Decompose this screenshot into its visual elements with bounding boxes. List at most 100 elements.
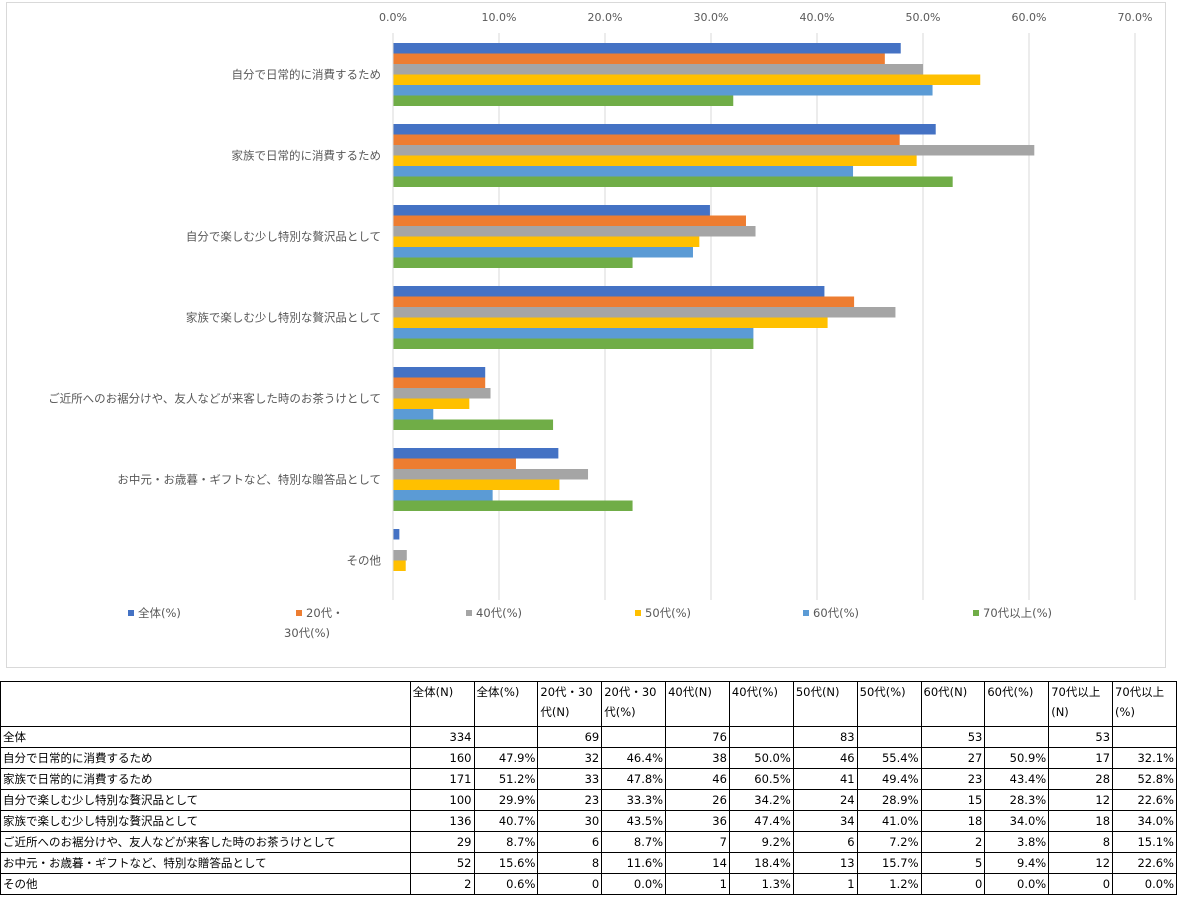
table-cell: 7 [665,831,730,853]
table-cell: 47.9% [473,747,539,769]
legend-marker [128,610,134,616]
table-row: 自分で日常的に消費するため 160 47.9% 32 46.4% 38 50.0% 46 55.… [0,747,1177,769]
table-cell: 29 [409,831,475,853]
table-cell: 0 [537,873,603,895]
column-header [0,681,411,727]
table-cell: 28.3% [984,789,1050,811]
legend-marker [466,610,472,616]
table-cell: 34.0% [1112,810,1177,832]
bar [393,134,900,145]
table-cell: 26 [665,789,730,811]
table-cell: 43.5% [601,810,667,832]
table-cell: 53 [1048,726,1114,748]
table-cell: 60.5% [728,768,794,790]
bar [393,124,936,135]
table-cell: 1.2% [856,873,922,895]
bar [393,560,406,571]
bar [393,247,693,258]
row-label: 家族で日常的に消費するため [0,768,411,790]
table-cell: 15.6% [473,852,539,874]
row-label: 全体 [0,726,411,748]
table-cell: 5 [920,852,986,874]
row-label: 自分で日常的に消費するため [0,747,411,769]
table-cell: 171 [409,768,475,790]
bar [393,236,700,247]
table-cell: 2 [409,873,475,895]
table-cell: 12 [1048,789,1114,811]
table-cell: 100 [409,789,475,811]
table-cell: 23 [537,789,603,811]
table-cell: 38 [665,747,730,769]
table-cell: 41 [792,768,858,790]
legend-label: 30代(%) [284,626,330,640]
table-cell: 83 [792,726,858,748]
table-cell [601,726,667,748]
table-cell: 52.8% [1112,768,1177,790]
bar [393,419,554,430]
table-cell: 46 [665,768,730,790]
column-header: 60代(N) [920,681,986,727]
bar [393,398,470,409]
bar [393,529,400,540]
bar [393,257,633,268]
row-label: お中元・お歳暮・ギフトなど、特別な贈答品として [0,852,411,874]
category-label: ご近所へのお裾分けや、友人などが来客した時のお茶うけとして [48,392,381,406]
bar [393,328,754,339]
x-tick-label: 70.0% [1118,11,1153,24]
legend-label: 60代(%) [813,606,859,620]
table-cell: 18 [920,810,986,832]
bar [393,377,486,388]
table-cell: 1.3% [728,873,794,895]
table-cell: 15.1% [1112,831,1177,853]
bar [393,296,855,307]
bar [393,176,953,187]
table-cell: 49.4% [856,768,922,790]
table-cell: 334 [409,726,475,748]
table-cell: 69 [537,726,603,748]
bar [393,85,933,96]
bar-chart: 0.0% 10.0% 20.0% 30.0% 40.0% 50.0% 60.0% 70.0% 自… [48,11,1153,640]
table-cell: 2 [920,831,986,853]
bar [393,490,493,501]
legend-marker [973,610,979,616]
table-cell: 34.2% [728,789,794,811]
bar [393,317,828,328]
row-label: その他 [0,873,411,895]
table-cell: 43.4% [984,768,1050,790]
legend-label: 50代(%) [645,606,691,620]
table-cell: 8.7% [473,831,539,853]
table-cell: 33.3% [601,789,667,811]
table-cell: 160 [409,747,475,769]
table-cell: 17 [1048,747,1114,769]
x-tick-label: 20.0% [588,11,623,24]
table-cell: 51.2% [473,768,539,790]
table-row: 自分で楽しむ少し特別な贅沢品として 100 29.9% 23 33.3% 26 34.2% 2… [0,789,1177,811]
table-cell: 47.4% [728,810,794,832]
table-cell: 0.6% [473,873,539,895]
table-cell: 13 [792,852,858,874]
column-header: 20代・30代(N) [537,681,603,727]
table-cell: 40.7% [473,810,539,832]
table-cell: 14 [665,852,730,874]
column-header: 20代・30代(%) [601,681,667,727]
x-tick-label: 40.0% [800,11,835,24]
x-tick-label: 30.0% [694,11,729,24]
bar [393,226,756,237]
table-cell: 1 [665,873,730,895]
table-cell: 41.0% [856,810,922,832]
table-cell: 53 [920,726,986,748]
x-tick-label: 0.0% [379,11,407,24]
bar [393,388,491,399]
column-header: 60代(%) [984,681,1050,727]
bar [393,409,434,420]
table-cell: 0.0% [1112,873,1177,895]
column-header: 40代(N) [665,681,730,727]
table-cell: 1 [792,873,858,895]
table-cell: 29.9% [473,789,539,811]
table-cell [1112,726,1177,748]
bar [393,448,559,459]
column-header: 全体(N) [409,681,475,727]
row-label: 自分で楽しむ少し特別な贅沢品として [0,789,411,811]
bar [393,215,746,226]
data-table: 全体(N) 全体(%) 20代・30代(N) 20代・30代(%) 40代(N) 40代(… [0,681,1177,895]
